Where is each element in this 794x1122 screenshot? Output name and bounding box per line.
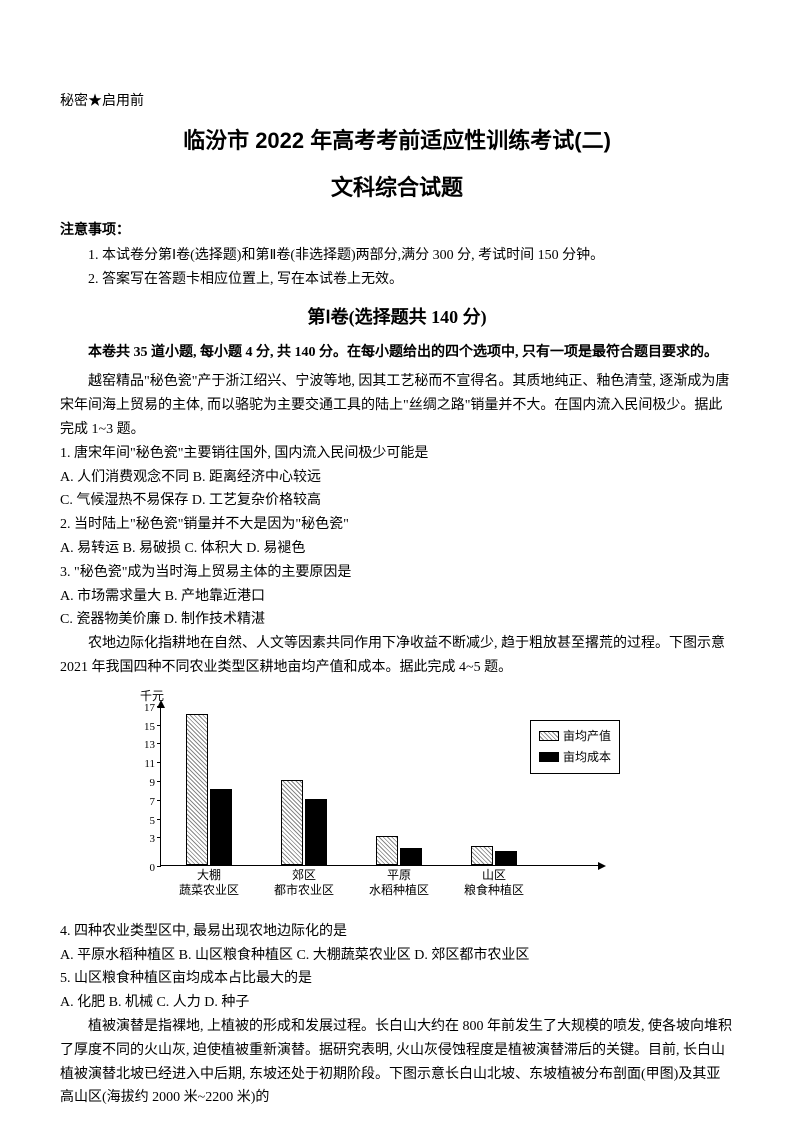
bar-solid <box>400 848 422 865</box>
bar-solid <box>210 789 232 864</box>
y-tick-label: 5 <box>131 812 155 831</box>
x-category-label: 郊区都市农业区 <box>259 868 349 899</box>
exam-title-main: 临汾市 2022 年高考考前适应性训练考试(二) <box>60 122 734 159</box>
bar-hatch <box>376 836 398 864</box>
y-tick-label: 11 <box>131 755 155 774</box>
y-tick-label: 13 <box>131 736 155 755</box>
legend-label-2: 亩均成本 <box>563 747 611 767</box>
notice-header: 注意事项： <box>60 219 734 243</box>
y-tick-mark <box>157 819 161 820</box>
q3-opts-ab: A. 市场需求量大 B. 产地靠近港口 <box>60 585 734 609</box>
y-tick-mark <box>157 743 161 744</box>
passage-3: 植被演替是指裸地, 上植被的形成和发展过程。长白山大约在 800 年前发生了大规… <box>60 1015 734 1110</box>
y-tick-mark <box>157 706 161 707</box>
y-tick-mark <box>157 800 161 801</box>
q1-opts-ab: A. 人们消费观念不同 B. 距离经济中心较远 <box>60 466 734 490</box>
y-tick-label: 17 <box>131 699 155 718</box>
passage-2: 农地边际化指耕地在自然、人文等因素共同作用下净收益不断减少, 趋于粗放甚至撂荒的… <box>60 632 734 680</box>
q1-opts-cd: C. 气候湿热不易保存 D. 工艺复杂价格较高 <box>60 489 734 513</box>
bar-hatch <box>186 714 208 865</box>
q4-opts: A. 平原水稻种植区 B. 山区粮食种植区 C. 大棚蔬菜农业区 D. 郊区都市… <box>60 944 734 968</box>
q2-stem: 2. 当时陆上"秘色瓷"销量并不大是因为"秘色瓷" <box>60 513 734 537</box>
legend-swatch-hatch-icon <box>539 731 559 741</box>
legend-row-2: 亩均成本 <box>539 747 611 767</box>
q3-opts-cd: C. 瓷器物美价廉 D. 制作技术精湛 <box>60 608 734 632</box>
bar-solid <box>305 799 327 865</box>
section-1-header: 第Ⅰ卷(选择题共 140 分) <box>60 302 734 333</box>
legend-row-1: 亩均产值 <box>539 726 611 746</box>
y-tick-label: 3 <box>131 830 155 849</box>
exam-title-sub: 文科综合试题 <box>60 169 734 206</box>
passage-1: 越窑精品"秘色瓷"产于浙江绍兴、宁波等地, 因其工艺秘而不宣得名。其质地纯正、釉… <box>60 370 734 441</box>
bar-chart: 千元 0357911131517大棚蔬菜农业区郊区都市农业区平原水稻种植区山区粮… <box>110 690 630 910</box>
y-tick-label: 9 <box>131 774 155 793</box>
y-tick-mark <box>157 781 161 782</box>
q4-stem: 4. 四种农业类型区中, 最易出现农地边际化的是 <box>60 920 734 944</box>
legend-swatch-solid-icon <box>539 752 559 762</box>
x-axis-arrow-icon <box>598 862 606 870</box>
y-tick-mark <box>157 725 161 726</box>
confidential-label: 秘密★启用前 <box>60 90 734 114</box>
notice-item-1: 1. 本试卷分第Ⅰ卷(选择题)和第Ⅱ卷(非选择题)两部分,满分 300 分, 考… <box>60 244 734 268</box>
q1-stem: 1. 唐宋年间"秘色瓷"主要销往国外, 国内流入民间极少可能是 <box>60 442 734 466</box>
x-category-label: 山区粮食种植区 <box>449 868 539 899</box>
y-tick-mark <box>157 762 161 763</box>
q5-opts: A. 化肥 B. 机械 C. 人力 D. 种子 <box>60 991 734 1015</box>
y-tick-label: 0 <box>131 859 155 878</box>
bar-hatch <box>281 780 303 865</box>
q2-opts: A. 易转运 B. 易破损 C. 体积大 D. 易褪色 <box>60 537 734 561</box>
y-tick-label: 15 <box>131 718 155 737</box>
q3-stem: 3. "秘色瓷"成为当时海上贸易主体的主要原因是 <box>60 561 734 585</box>
q5-stem: 5. 山区粮食种植区亩均成本占比最大的是 <box>60 967 734 991</box>
x-category-label: 平原水稻种植区 <box>354 868 444 899</box>
bar-solid <box>495 851 517 865</box>
y-tick-mark <box>157 866 161 867</box>
legend-label-1: 亩均产值 <box>563 726 611 746</box>
x-category-label: 大棚蔬菜农业区 <box>164 868 254 899</box>
chart-legend: 亩均产值 亩均成本 <box>530 720 620 774</box>
bar-hatch <box>471 846 493 865</box>
section-1-instruction: 本卷共 35 道小题, 每小题 4 分, 共 140 分。在每小题给出的四个选项… <box>60 341 734 365</box>
y-tick-label: 7 <box>131 793 155 812</box>
y-tick-mark <box>157 837 161 838</box>
notice-item-2: 2. 答案写在答题卡相应位置上, 写在本试卷上无效。 <box>60 268 734 292</box>
